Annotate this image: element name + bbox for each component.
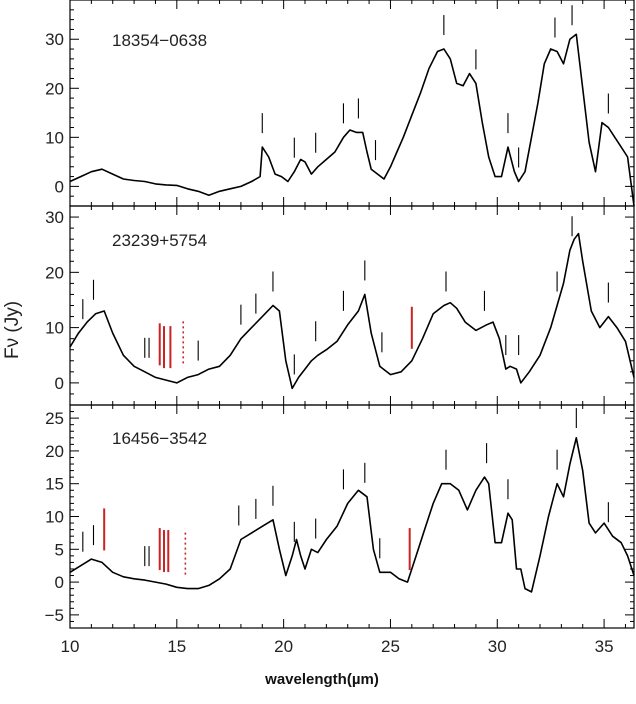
y-tick-label: 20 [45, 442, 64, 461]
y-tick-label: 30 [45, 208, 64, 227]
x-tick-label: 10 [61, 637, 80, 656]
x-tick-label: 30 [488, 637, 507, 656]
y-tick-label: 10 [45, 319, 64, 338]
y-tick-label: −5 [45, 606, 64, 625]
y-tick-label: 20 [45, 79, 64, 98]
y-tick-label: 0 [55, 573, 64, 592]
y-tick-label: 10 [45, 508, 64, 527]
x-axis-title: wavelength(µm) [264, 671, 379, 688]
panel-name-3: 16456−3542 [112, 429, 207, 448]
spectrum-line [69, 437, 635, 593]
y-tick-label: 30 [45, 30, 64, 49]
y-axis-title: Fν (Jy) [2, 301, 23, 359]
y-tick-label: 0 [55, 177, 64, 196]
y-tick-label: 10 [45, 128, 64, 147]
spectrum-line [69, 33, 635, 207]
x-tick-label: 20 [274, 637, 293, 656]
y-tick-label: 15 [45, 475, 64, 494]
panel-name-1: 18354−0638 [112, 31, 207, 50]
y-tick-label: 20 [45, 263, 64, 282]
panel-name-2: 23239+5754 [112, 231, 207, 250]
x-tick-label: 35 [595, 637, 614, 656]
x-tick-label: 15 [167, 637, 186, 656]
y-tick-label: 0 [55, 374, 64, 393]
y-tick-label: 25 [45, 409, 64, 428]
x-tick-label: 25 [381, 637, 400, 656]
spectrum-line [69, 232, 635, 390]
y-tick-label: 5 [55, 540, 64, 559]
